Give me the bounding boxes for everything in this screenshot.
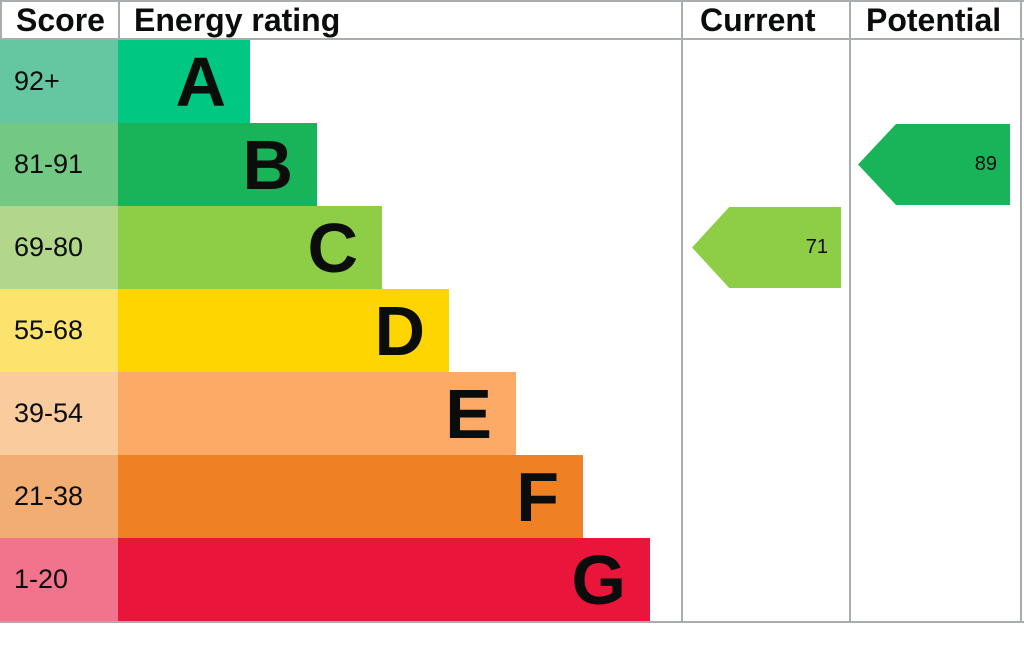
- header-potential: Potential: [866, 2, 1002, 38]
- current-rating-value: 71: [805, 236, 828, 258]
- header-current: Current: [700, 2, 816, 38]
- header-energy-rating: Energy rating: [134, 2, 341, 38]
- band-row-G: 1-20 G: [0, 538, 1024, 621]
- rating-bands: 92+ A 81-91 B 69-80 C 55-68 D 39-54 E 21-38 F 1-20 G: [0, 40, 1024, 621]
- rating-bar-G: G: [118, 538, 650, 621]
- border-right: [1020, 0, 1022, 623]
- border-current-column: [681, 0, 683, 623]
- rating-bar-B: B: [118, 123, 317, 206]
- potential-rating-value: 89: [974, 153, 997, 175]
- border-top: [0, 0, 1024, 2]
- border-header-bottom: [0, 38, 1024, 40]
- band-row-B: 81-91 B: [0, 123, 1024, 206]
- score-range-D: 55-68: [0, 289, 118, 372]
- border-potential-column: [849, 0, 851, 623]
- rating-bar-F: F: [118, 455, 583, 538]
- score-range-G: 1-20: [0, 538, 118, 621]
- band-row-A: 92+ A: [0, 40, 1024, 123]
- score-range-C: 69-80: [0, 206, 118, 289]
- band-row-D: 55-68 D: [0, 289, 1024, 372]
- rating-bar-C: C: [118, 206, 382, 289]
- rating-bar-D: D: [118, 289, 449, 372]
- header-score: Score: [16, 2, 105, 38]
- score-range-E: 39-54: [0, 372, 118, 455]
- border-left-header: [0, 0, 2, 38]
- score-range-B: 81-91: [0, 123, 118, 206]
- border-bottom: [0, 621, 1024, 623]
- score-range-F: 21-38: [0, 455, 118, 538]
- band-row-E: 39-54 E: [0, 372, 1024, 455]
- rating-bar-A: A: [118, 40, 250, 123]
- band-row-C: 69-80 C: [0, 206, 1024, 289]
- band-row-F: 21-38 F: [0, 455, 1024, 538]
- border-score-separator: [118, 0, 120, 38]
- score-range-A: 92+: [0, 40, 118, 123]
- rating-bar-E: E: [118, 372, 516, 455]
